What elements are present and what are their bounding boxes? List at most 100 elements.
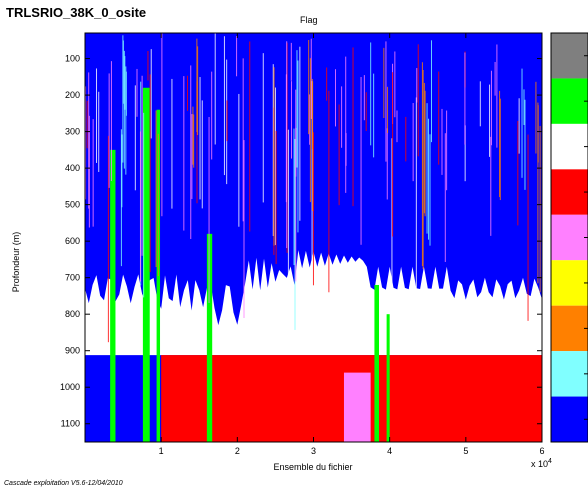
noise-line	[494, 61, 496, 96]
y-tick-label: 700	[65, 273, 80, 283]
noise-line	[297, 60, 299, 233]
noise-line	[147, 51, 149, 81]
noise-line	[446, 110, 448, 191]
noise-line	[386, 128, 388, 200]
noise-line	[312, 132, 314, 286]
noise-line	[499, 90, 501, 198]
noise-line	[192, 106, 194, 165]
y-tick-label: 400	[65, 163, 80, 173]
y-tick-label: 1000	[60, 382, 80, 392]
noise-line	[290, 42, 292, 81]
noise-line	[193, 114, 195, 168]
noise-line	[134, 85, 136, 191]
noise-line	[309, 94, 311, 145]
y-tick-label: 300	[65, 127, 80, 137]
noise-line	[92, 119, 94, 227]
y-tick-label: 100	[65, 54, 80, 64]
streak-0	[110, 149, 116, 442]
noise-line	[373, 73, 375, 158]
y-tick-label: 800	[65, 309, 80, 319]
noise-line	[464, 125, 466, 182]
file-title: TRLSRIO_38K_0_osite	[6, 5, 147, 20]
noise-line	[149, 74, 151, 273]
streak-4	[374, 284, 380, 442]
noise-line	[310, 38, 312, 119]
noise-line	[141, 75, 143, 256]
noise-line	[308, 40, 310, 135]
noise-line	[211, 71, 213, 160]
noise-line	[223, 36, 225, 176]
noise-line	[441, 108, 443, 175]
noise-line	[196, 81, 198, 204]
colorbar-swatch	[551, 396, 588, 442]
noise-line	[196, 38, 198, 133]
axes: 100 200 300 400 500 600 700 800 900 1000 1100 1 2 3 4 5…	[60, 32, 545, 456]
noise-line	[121, 134, 123, 208]
y-tick-label: 200	[65, 90, 80, 100]
noise-line	[521, 68, 523, 178]
noise-line	[423, 82, 425, 214]
noise-line	[157, 133, 159, 277]
noise-line	[85, 86, 87, 200]
streak-3	[206, 233, 213, 442]
colorbar-swatch	[551, 305, 588, 352]
noise-line	[391, 138, 393, 328]
noise-line	[415, 97, 417, 303]
noise-line	[363, 75, 365, 121]
x-tick-label: 2	[235, 446, 240, 456]
noise-line	[328, 90, 330, 293]
noise-line	[426, 103, 428, 234]
noise-line	[438, 71, 440, 165]
noise-line	[392, 72, 394, 237]
noise-line	[527, 134, 529, 321]
noise-line	[370, 42, 372, 146]
noise-line	[274, 87, 276, 246]
colorbar-swatch	[551, 169, 588, 215]
noise-line	[190, 65, 192, 239]
y-tick-label: 1100	[61, 419, 80, 429]
noise-line	[187, 75, 189, 111]
noise-line	[290, 81, 292, 159]
noise-line	[518, 98, 520, 154]
noise-line	[272, 64, 274, 237]
noise-line	[96, 68, 98, 163]
noise-line	[86, 100, 88, 149]
noise-line	[421, 62, 423, 267]
noise-line	[352, 47, 354, 207]
noise-line	[523, 89, 525, 125]
noise-line	[537, 105, 539, 163]
noise-line	[535, 81, 537, 154]
streak-1	[142, 87, 150, 442]
noise-line	[275, 130, 277, 264]
noise-line	[499, 98, 501, 201]
colorbar-frame	[550, 32, 588, 443]
chart-title: Flag	[300, 15, 318, 25]
noise-line	[199, 77, 201, 200]
noise-line	[345, 133, 347, 166]
colorbar	[550, 32, 588, 443]
x-tick-label: 6	[539, 446, 544, 456]
noise-line	[122, 40, 124, 104]
noise-line	[295, 127, 297, 177]
noise-line	[335, 69, 337, 127]
noise-line	[201, 100, 203, 209]
noise-line	[125, 71, 127, 116]
noise-line	[424, 90, 426, 217]
noise-line	[430, 40, 432, 143]
x-tick-label: 4	[387, 446, 392, 456]
noise-line	[110, 61, 112, 182]
noise-line	[345, 56, 347, 193]
noise-line	[183, 76, 185, 231]
plot-area	[85, 33, 542, 442]
white-band	[85, 250, 542, 356]
noise-line	[238, 93, 240, 227]
x-tick-label: 1	[159, 446, 164, 456]
noise-line	[464, 52, 466, 145]
noise-line	[365, 92, 367, 132]
noise-line	[88, 115, 90, 228]
colorbar-swatch	[551, 78, 588, 124]
noise-line	[124, 56, 126, 110]
noise-line	[191, 114, 193, 200]
noise-line	[309, 58, 311, 203]
x-exponent-base: x 10	[531, 459, 549, 469]
